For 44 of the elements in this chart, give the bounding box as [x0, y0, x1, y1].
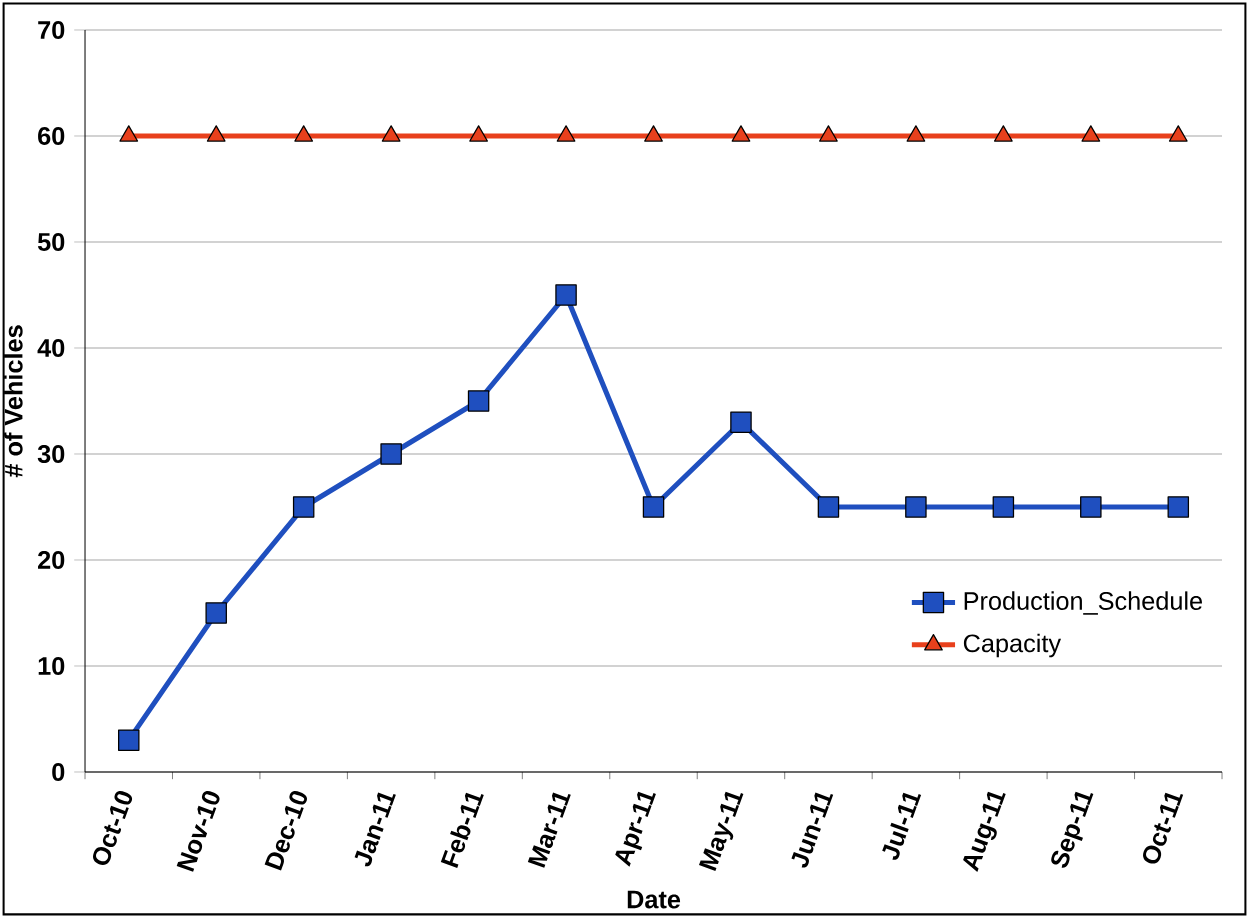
- point: [730, 411, 752, 433]
- point: [905, 496, 927, 518]
- point: [555, 284, 577, 306]
- point: [731, 125, 751, 142]
- x-tick-label: Jan-11: [354, 792, 396, 867]
- y-tick-label: 0: [52, 763, 65, 781]
- x-tick-label: Apr-11: [615, 791, 656, 867]
- x-tick-label: Jul-11: [882, 792, 922, 860]
- point: [205, 602, 227, 624]
- point: [644, 125, 663, 142]
- x-tick-label: Oct-11: [1143, 792, 1184, 864]
- point: [1168, 125, 1188, 142]
- point: [117, 729, 140, 751]
- x-tick-label: Jun-11: [791, 792, 834, 868]
- point: [993, 125, 1013, 142]
- point: [1080, 496, 1102, 518]
- point: [1081, 125, 1101, 142]
- y-axis-title: # of Vehicles: [4, 325, 23, 478]
- point: [642, 496, 665, 518]
- y-tick-label: 40: [37, 339, 65, 357]
- point: [467, 390, 490, 412]
- point: [556, 125, 576, 142]
- y-tick-label: 70: [38, 21, 65, 39]
- y-tick-label: 30: [37, 445, 65, 463]
- x-axis-title: Date: [627, 890, 681, 909]
- point: [906, 125, 926, 142]
- point: [992, 496, 1015, 518]
- point: [206, 125, 226, 142]
- y-tick-label: 60: [38, 127, 65, 145]
- point: [119, 125, 139, 142]
- legend-label: Production_Schedule: [964, 591, 1202, 615]
- point: [294, 125, 314, 142]
- point: [819, 125, 838, 142]
- y-tick-label: 50: [37, 233, 65, 251]
- point: [292, 496, 315, 518]
- point: [380, 443, 402, 465]
- x-tick-label: Oct-10: [93, 791, 133, 865]
- point: [469, 125, 489, 142]
- point: [817, 496, 840, 518]
- legend-label: Capacity: [963, 633, 1062, 658]
- point: [381, 125, 401, 142]
- y-tick-label: 10: [38, 657, 65, 675]
- y-tick-label: 20: [38, 551, 65, 569]
- point: [1167, 496, 1190, 518]
